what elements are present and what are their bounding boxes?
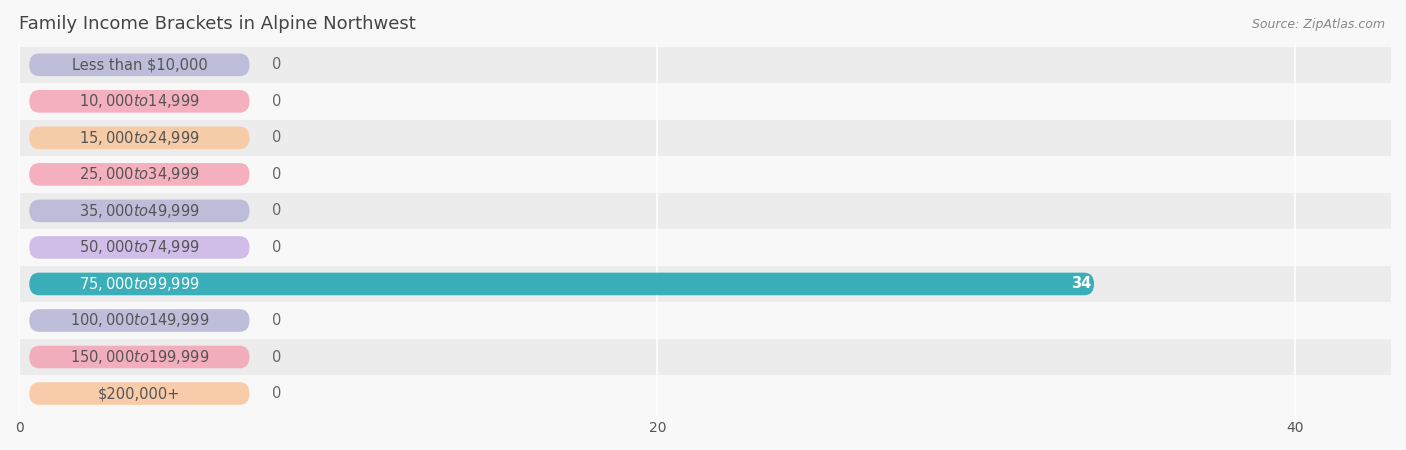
Text: 34: 34 [1071, 276, 1091, 292]
Text: Less than $10,000: Less than $10,000 [72, 57, 207, 72]
FancyBboxPatch shape [30, 346, 249, 369]
Text: $100,000 to $149,999: $100,000 to $149,999 [70, 311, 209, 329]
Text: $15,000 to $24,999: $15,000 to $24,999 [79, 129, 200, 147]
Text: 0: 0 [273, 313, 281, 328]
Text: 0: 0 [273, 386, 281, 401]
Text: 0: 0 [273, 350, 281, 365]
Bar [20, 266, 1391, 302]
Bar [20, 46, 1391, 83]
Text: $35,000 to $49,999: $35,000 to $49,999 [79, 202, 200, 220]
FancyBboxPatch shape [30, 309, 249, 332]
Text: Source: ZipAtlas.com: Source: ZipAtlas.com [1251, 18, 1385, 31]
Bar [20, 339, 1391, 375]
Text: 0: 0 [273, 57, 281, 72]
FancyBboxPatch shape [30, 382, 249, 405]
Text: 0: 0 [273, 203, 281, 218]
Text: 0: 0 [273, 167, 281, 182]
Bar [20, 83, 1391, 120]
Text: Family Income Brackets in Alpine Northwest: Family Income Brackets in Alpine Northwe… [20, 15, 416, 33]
Text: 0: 0 [273, 240, 281, 255]
FancyBboxPatch shape [30, 54, 249, 76]
Bar [20, 302, 1391, 339]
FancyBboxPatch shape [30, 90, 249, 112]
Bar [20, 375, 1391, 412]
Bar [20, 193, 1391, 229]
Text: $200,000+: $200,000+ [98, 386, 180, 401]
Bar [20, 156, 1391, 193]
Text: $10,000 to $14,999: $10,000 to $14,999 [79, 92, 200, 110]
FancyBboxPatch shape [30, 126, 249, 149]
Text: 0: 0 [273, 130, 281, 145]
Bar [20, 229, 1391, 266]
Text: $25,000 to $34,999: $25,000 to $34,999 [79, 166, 200, 184]
Text: 0: 0 [273, 94, 281, 109]
Text: $50,000 to $74,999: $50,000 to $74,999 [79, 238, 200, 256]
FancyBboxPatch shape [30, 273, 1094, 295]
Bar [20, 120, 1391, 156]
FancyBboxPatch shape [30, 200, 249, 222]
Text: $75,000 to $99,999: $75,000 to $99,999 [79, 275, 200, 293]
FancyBboxPatch shape [30, 163, 249, 186]
FancyBboxPatch shape [30, 236, 249, 259]
Text: $150,000 to $199,999: $150,000 to $199,999 [70, 348, 209, 366]
